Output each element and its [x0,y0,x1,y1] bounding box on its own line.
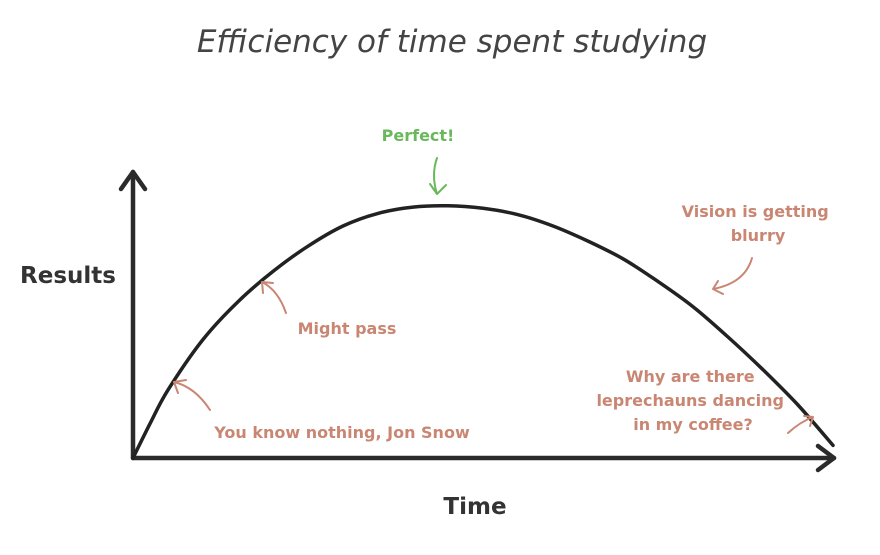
annotation-blurry-line-1: Vision is getting [682,202,829,221]
annotation-leprechauns: Why are there leprechauns dancing in my … [596,367,814,434]
annotation-perfect-arrow [429,157,447,195]
y-axis-arrowhead [118,169,148,192]
annotation-jon-snow: You know nothing, Jon Snow [173,379,470,442]
annotation-blurry-text: Vision is getting blurry [682,202,835,245]
efficiency-curve [131,203,835,460]
annotation-perfect-text: Perfect! [382,126,455,145]
annotation-jon-snow-text: You know nothing, Jon Snow [213,423,470,442]
annotation-blurry-arrow [712,257,753,295]
annotation-leprechauns-text: Why are there leprechauns dancing in my … [596,367,789,434]
y-axis-label: Results [20,263,116,289]
axes [118,169,837,473]
chart-title: Efficiency of time spent studying [197,24,707,60]
annotation-blurry: Vision is getting blurry [682,202,835,295]
annotation-perfect: Perfect! [382,126,455,195]
annotation-blurry-line-2: blurry [731,226,786,245]
x-axis-arrowhead [815,443,837,473]
annotation-leprechauns-arrow [787,415,814,434]
annotation-leprechauns-line-1: Why are there [626,367,755,386]
annotation-leprechauns-line-3: in my coffee? [633,415,753,434]
annotation-might-pass: Might pass [261,281,397,338]
annotation-jon-snow-arrow [173,379,211,411]
x-axis-label: Time [443,494,506,520]
annotation-leprechauns-line-2: leprechauns dancing [596,391,784,410]
annotation-might-pass-text: Might pass [298,319,397,338]
annotation-might-pass-arrow [261,281,287,314]
